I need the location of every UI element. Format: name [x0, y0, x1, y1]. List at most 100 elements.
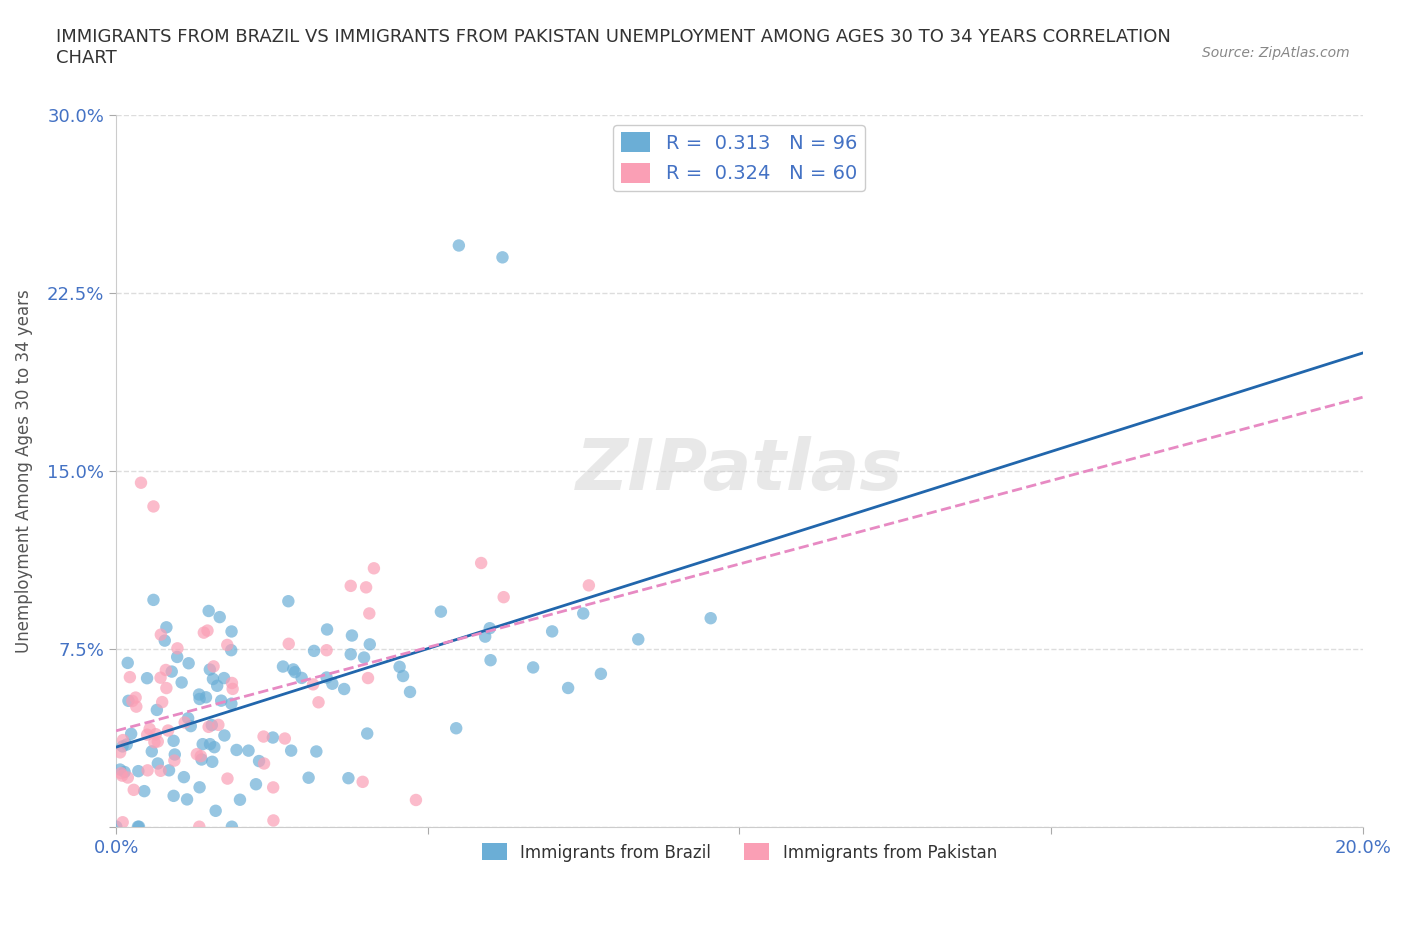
Immigrants from Brazil: [177, 656, 200, 671]
Immigrants from Brazil: [399, 684, 422, 699]
Immigrants from Brazil: [155, 620, 177, 635]
Immigrants from Brazil: [283, 662, 305, 677]
Immigrants from Brazil: [190, 752, 212, 767]
Immigrants from Brazil: [111, 739, 134, 754]
Immigrants from Brazil: [444, 721, 467, 736]
Immigrants from Pakistan: [173, 715, 195, 730]
Immigrants from Pakistan: [138, 722, 160, 737]
Immigrants from Brazil: [541, 624, 564, 639]
Immigrants from Pakistan: [166, 641, 188, 656]
Immigrants from Brazil: [205, 678, 228, 693]
Immigrants from Pakistan: [188, 819, 211, 834]
Immigrants from Pakistan: [108, 745, 131, 760]
Immigrants from Brazil: [177, 711, 200, 725]
Immigrants from Brazil: [153, 633, 176, 648]
Immigrants from Pakistan: [136, 727, 159, 742]
Immigrants from Pakistan: [578, 578, 600, 592]
Immigrants from Pakistan: [363, 561, 385, 576]
Immigrants from Pakistan: [492, 590, 515, 604]
Immigrants from Pakistan: [157, 724, 180, 738]
Immigrants from Brazil: [214, 728, 236, 743]
Immigrants from Pakistan: [122, 782, 145, 797]
Immigrants from Brazil: [315, 671, 337, 685]
Immigrants from Pakistan: [221, 682, 243, 697]
Immigrants from Brazil: [572, 606, 595, 621]
Immigrants from Pakistan: [111, 768, 134, 783]
Immigrants from Brazil: [353, 650, 375, 665]
Immigrants from Brazil: [430, 604, 453, 619]
Text: Source: ZipAtlas.com: Source: ZipAtlas.com: [1202, 46, 1350, 60]
Immigrants from Pakistan: [149, 764, 172, 778]
Immigrants from Brazil: [359, 637, 381, 652]
Immigrants from Brazil: [557, 681, 579, 696]
Immigrants from Brazil: [162, 734, 184, 749]
Immigrants from Brazil: [388, 659, 411, 674]
Immigrants from Brazil: [339, 647, 361, 662]
Immigrants from Pakistan: [117, 770, 139, 785]
Immigrants from Brazil: [191, 737, 214, 751]
Text: IMMIGRANTS FROM BRAZIL VS IMMIGRANTS FROM PAKISTAN UNEMPLOYMENT AMONG AGES 30 TO: IMMIGRANTS FROM BRAZIL VS IMMIGRANTS FRO…: [56, 28, 1171, 67]
Immigrants from Brazil: [262, 730, 284, 745]
Immigrants from Pakistan: [277, 636, 299, 651]
Immigrants from Brazil: [316, 622, 339, 637]
Immigrants from Pakistan: [143, 735, 166, 750]
Immigrants from Pakistan: [111, 733, 134, 748]
Immigrants from Brazil: [170, 675, 193, 690]
Immigrants from Brazil: [157, 763, 180, 777]
Immigrants from Pakistan: [155, 681, 177, 696]
Immigrants from Pakistan: [357, 671, 380, 685]
Immigrants from Brazil: [271, 659, 294, 674]
Immigrants from Brazil: [188, 687, 211, 702]
Immigrants from Brazil: [478, 621, 501, 636]
Immigrants from Brazil: [229, 792, 252, 807]
Text: ZIPatlas: ZIPatlas: [575, 436, 903, 505]
Immigrants from Pakistan: [359, 606, 381, 621]
Immigrants from Brazil: [699, 611, 721, 626]
Immigrants from Brazil: [188, 692, 211, 707]
Immigrants from Pakistan: [207, 717, 229, 732]
Immigrants from Brazil: [201, 718, 224, 733]
Immigrants from Pakistan: [262, 813, 284, 828]
Immigrants from Brazil: [479, 653, 502, 668]
Immigrants from Pakistan: [129, 475, 152, 490]
Immigrants from Pakistan: [217, 637, 239, 652]
Immigrants from Pakistan: [405, 792, 427, 807]
Immigrants from Brazil: [120, 726, 142, 741]
Immigrants from Pakistan: [193, 625, 215, 640]
Immigrants from Brazil: [392, 669, 415, 684]
Immigrants from Pakistan: [145, 726, 167, 741]
Immigrants from Brazil: [173, 770, 195, 785]
Immigrants from Brazil: [141, 744, 163, 759]
Immigrants from Brazil: [277, 593, 299, 608]
Immigrants from Brazil: [162, 789, 184, 804]
Immigrants from Brazil: [108, 762, 131, 777]
Immigrants from Brazil: [291, 671, 314, 685]
Immigrants from Pakistan: [110, 765, 132, 780]
Immigrants from Brazil: [198, 737, 221, 751]
Immigrants from Brazil: [117, 694, 139, 709]
Immigrants from Brazil: [142, 592, 165, 607]
Immigrants from Brazil: [194, 690, 217, 705]
Immigrants from Brazil: [356, 726, 378, 741]
Immigrants from Brazil: [209, 693, 232, 708]
Immigrants from Pakistan: [197, 720, 219, 735]
Immigrants from Pakistan: [302, 677, 325, 692]
Immigrants from Brazil: [198, 662, 221, 677]
Immigrants from Pakistan: [125, 699, 148, 714]
Immigrants from Pakistan: [124, 690, 146, 705]
Immigrants from Brazil: [180, 719, 202, 734]
Immigrants from Brazil: [238, 743, 260, 758]
Immigrants from Brazil: [491, 250, 513, 265]
Immigrants from Pakistan: [155, 662, 177, 677]
Immigrants from Brazil: [225, 742, 247, 757]
Immigrants from Pakistan: [121, 694, 143, 709]
Immigrants from Brazil: [305, 744, 328, 759]
Immigrants from Brazil: [302, 644, 325, 658]
Immigrants from Brazil: [298, 770, 321, 785]
Immigrants from Pakistan: [150, 695, 173, 710]
Immigrants from Brazil: [340, 628, 363, 643]
Immigrants from Brazil: [136, 671, 159, 685]
Immigrants from Brazil: [221, 624, 243, 639]
Immigrants from Brazil: [114, 764, 136, 779]
Immigrants from Brazil: [163, 747, 186, 762]
